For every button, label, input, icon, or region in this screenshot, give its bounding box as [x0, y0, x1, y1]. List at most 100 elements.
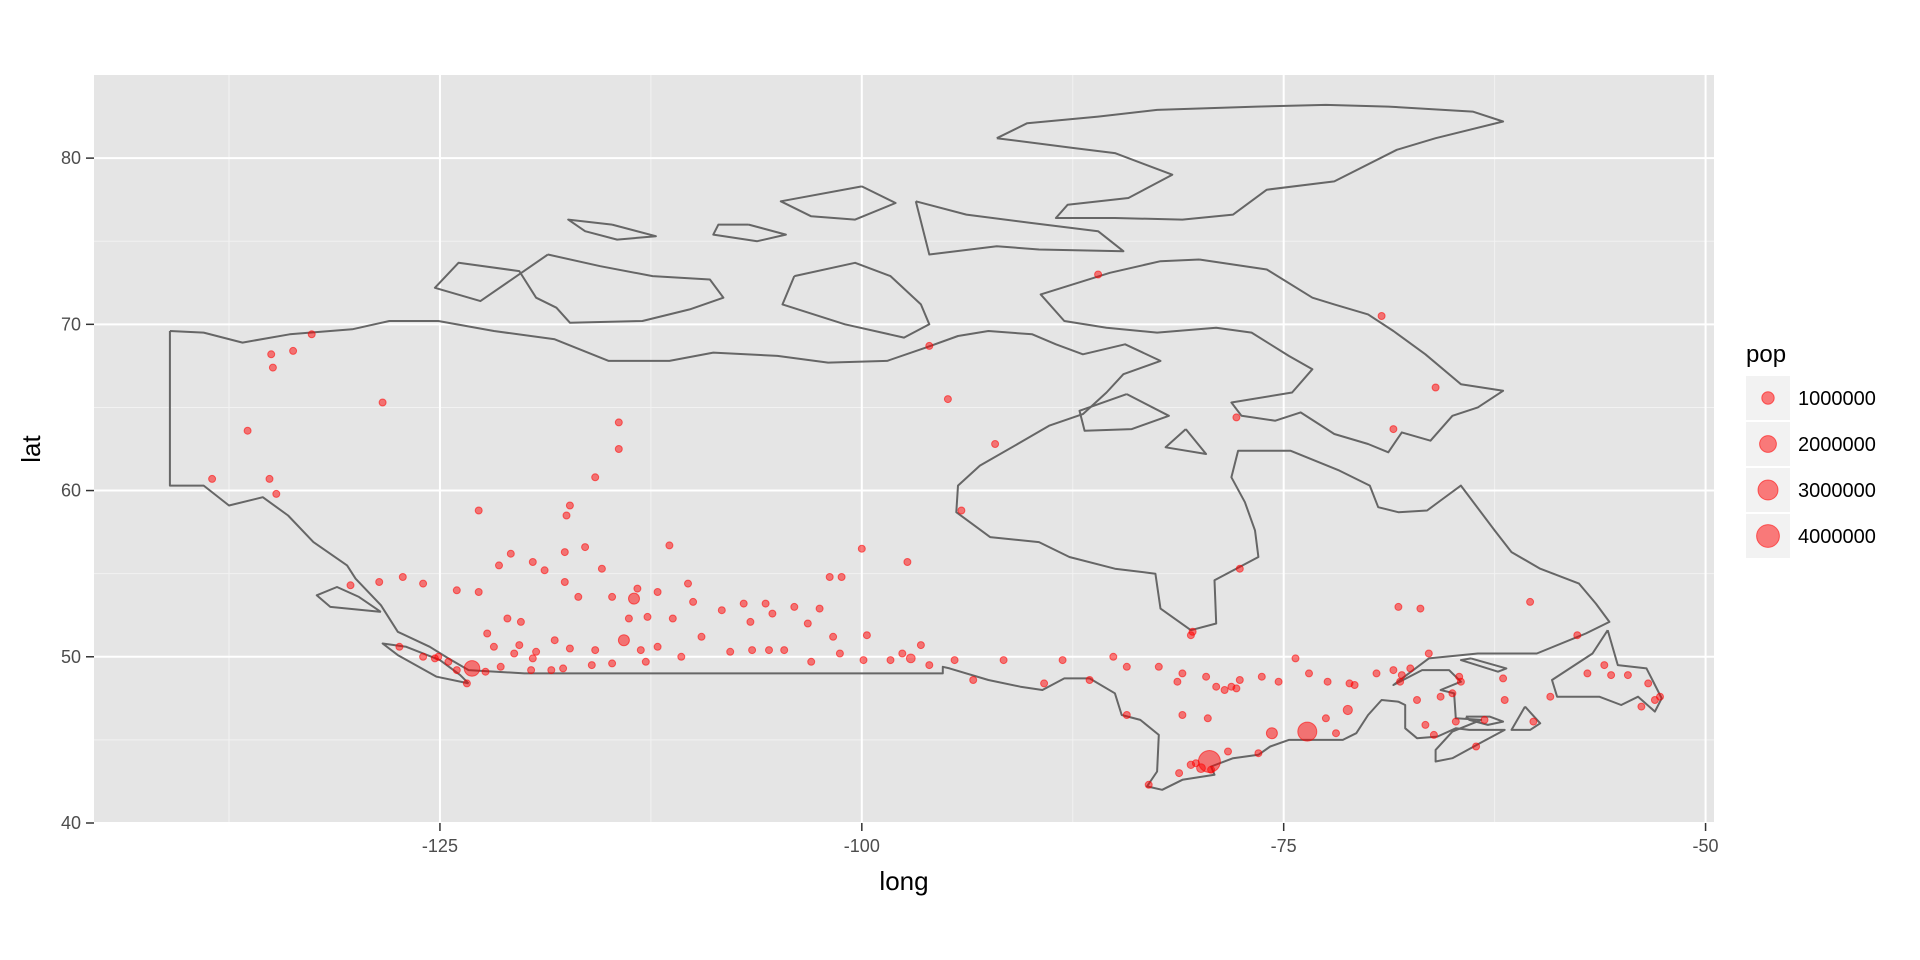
- city-point: [837, 573, 846, 581]
- city-point: [532, 647, 541, 656]
- city-point: [307, 330, 316, 339]
- city-point: [653, 588, 662, 596]
- city-point: [697, 632, 706, 641]
- city-point: [1451, 717, 1460, 726]
- city-point: [474, 506, 483, 515]
- map-outline: [168, 103, 1663, 791]
- city-point: [768, 609, 777, 618]
- city-point: [528, 654, 537, 663]
- city-point: [1297, 721, 1318, 742]
- city-point: [624, 614, 633, 623]
- city-point: [565, 644, 574, 653]
- city-point: [1436, 692, 1445, 701]
- outline-path: [996, 103, 1505, 221]
- city-point: [991, 440, 1000, 448]
- city-point: [1257, 672, 1266, 681]
- city-point: [515, 641, 524, 650]
- city-point: [689, 597, 698, 606]
- city-point: [267, 350, 276, 359]
- city-point: [1342, 704, 1353, 716]
- city-point: [265, 474, 274, 483]
- city-point: [1191, 759, 1200, 768]
- city-point: [790, 602, 799, 611]
- outline-path: [433, 253, 725, 324]
- city-point: [495, 561, 503, 570]
- x-axis-title: long: [879, 866, 928, 896]
- x-tick-label: -125: [422, 836, 458, 856]
- city-point: [765, 646, 773, 655]
- city-point: [1526, 597, 1535, 606]
- city-point: [398, 573, 407, 581]
- city-point: [614, 418, 623, 427]
- city-point: [527, 666, 536, 675]
- city-point: [565, 501, 574, 510]
- city-point: [665, 541, 674, 550]
- city-point: [1203, 714, 1212, 723]
- city-point: [496, 662, 505, 671]
- city-point: [1207, 765, 1216, 774]
- city-point: [1254, 749, 1263, 758]
- city-point: [375, 578, 384, 586]
- city-point: [859, 656, 868, 665]
- city-point: [1227, 682, 1236, 691]
- legend-key-circle: [1757, 479, 1779, 501]
- legend-key-circle: [1759, 435, 1777, 453]
- city-point: [903, 558, 912, 566]
- city-point: [1178, 711, 1187, 719]
- city-point: [1394, 602, 1403, 611]
- city-point: [560, 548, 569, 557]
- size-legend: pop 1000000 2000000 3000000 4000000: [1746, 341, 1876, 558]
- city-point: [268, 363, 277, 372]
- city-point: [739, 599, 748, 608]
- city-point: [726, 647, 735, 656]
- city-point: [925, 661, 934, 670]
- city-point: [1406, 664, 1415, 673]
- city-point: [243, 426, 252, 435]
- city-point: [378, 398, 387, 407]
- city-point: [950, 656, 959, 665]
- city-point: [1650, 696, 1659, 704]
- city-point: [746, 617, 755, 626]
- outline-path: [168, 320, 1611, 791]
- city-point: [1644, 679, 1653, 688]
- legend-label: 2000000: [1798, 434, 1876, 456]
- city-point: [925, 341, 934, 350]
- city-point: [547, 666, 556, 675]
- city-point: [1600, 661, 1609, 670]
- city-point: [597, 564, 606, 573]
- city-point: [1232, 413, 1241, 422]
- city-point: [835, 649, 844, 658]
- city-point: [1085, 676, 1094, 684]
- city-point: [943, 395, 952, 404]
- city-point: [1291, 654, 1300, 663]
- city-point: [636, 646, 645, 655]
- city-point: [1323, 677, 1332, 686]
- city-point: [684, 579, 692, 588]
- city-point: [1431, 383, 1440, 392]
- city-point: [1421, 720, 1430, 729]
- city-point: [1235, 676, 1244, 684]
- city-point: [969, 676, 978, 684]
- city-point: [481, 667, 490, 676]
- city-point: [916, 641, 925, 650]
- city-point: [1305, 669, 1313, 678]
- city-points: [208, 270, 1664, 789]
- legend-keys: 1000000 2000000 3000000 4000000: [1746, 376, 1876, 558]
- city-point: [1480, 715, 1489, 724]
- city-point: [653, 642, 662, 651]
- y-axis: 40 50 60 70 80: [61, 148, 94, 833]
- city-point: [641, 657, 650, 666]
- city-point: [550, 636, 559, 645]
- outline-path: [567, 218, 657, 241]
- city-point: [452, 586, 461, 595]
- city-point: [1188, 627, 1197, 636]
- legend-title: pop: [1746, 341, 1786, 368]
- outline-path: [1459, 657, 1508, 673]
- city-point: [540, 566, 549, 575]
- city-point: [807, 657, 816, 666]
- city-point: [1500, 696, 1509, 704]
- city-point: [1154, 662, 1163, 671]
- city-point: [452, 666, 461, 675]
- city-point: [1456, 677, 1465, 686]
